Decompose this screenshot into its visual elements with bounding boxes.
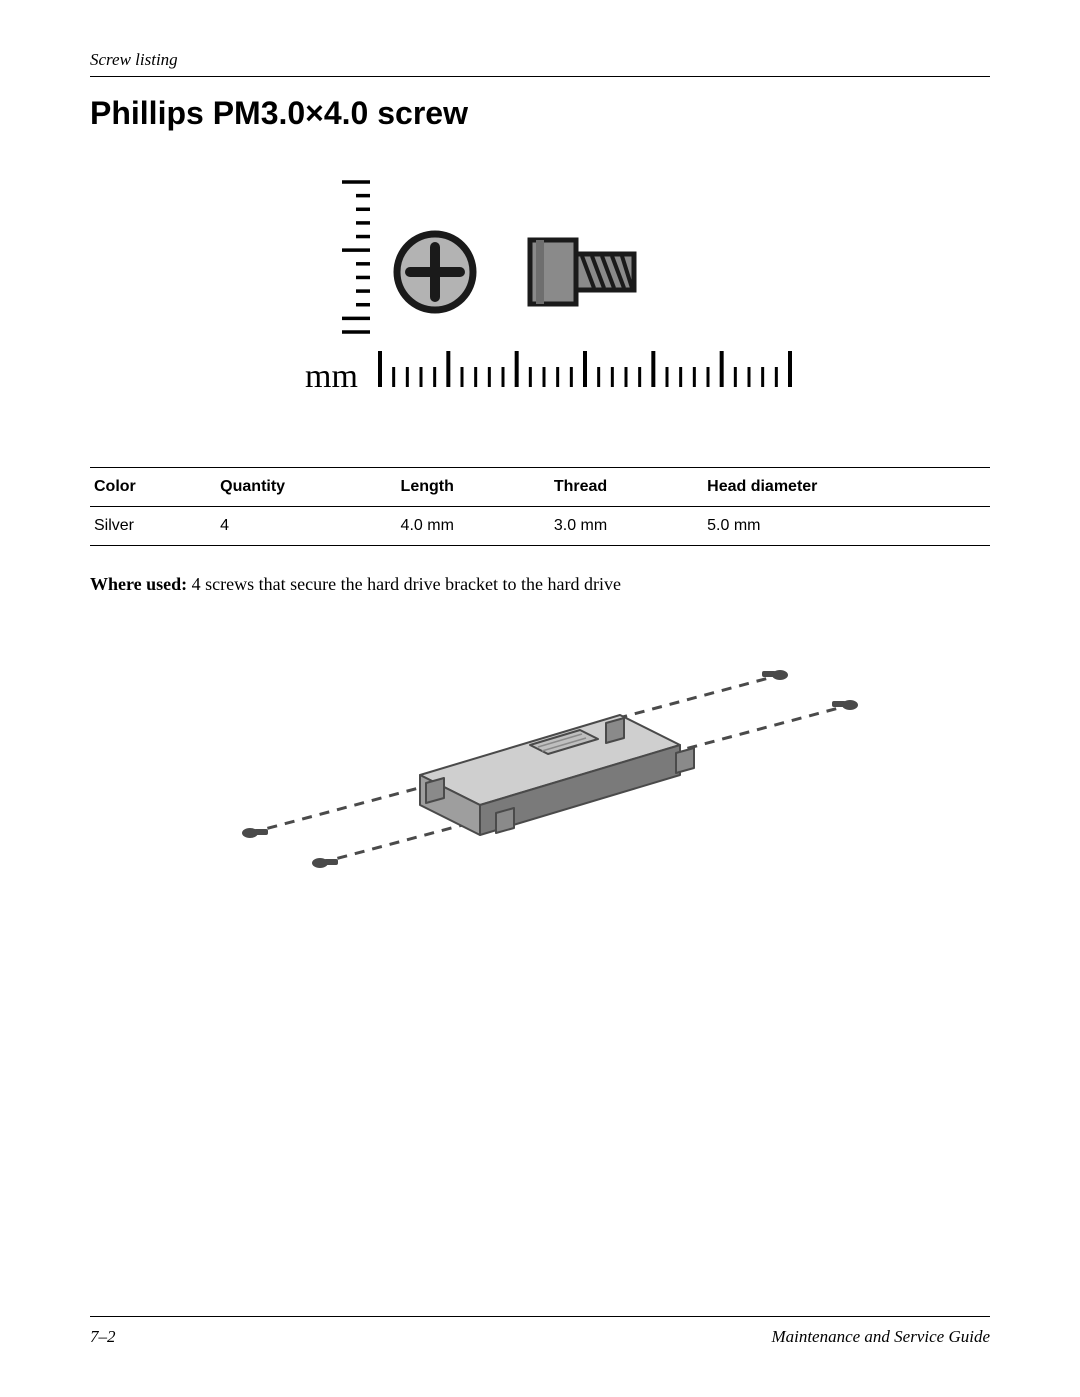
table-cell: Silver [90,507,216,546]
header-rule [90,76,990,77]
table-header-cell: Head diameter [703,468,990,507]
table-header-cell: Quantity [216,468,396,507]
assembly-diagram [90,625,990,890]
screw-ruler-svg: mm [270,162,810,432]
spec-table: ColorQuantityLengthThreadHead diameter S… [90,467,990,546]
table-cell: 5.0 mm [703,507,990,546]
footer-page-number: 7–2 [90,1327,116,1347]
table-header-cell: Thread [550,468,703,507]
table-cell: 3.0 mm [550,507,703,546]
where-used-text: 4 screws that secure the hard drive brac… [187,574,621,594]
where-used-label: Where used: [90,574,187,594]
table-row: Silver44.0 mm3.0 mm5.0 mm [90,507,990,546]
footer-guide-title: Maintenance and Service Guide [771,1327,990,1347]
screw-diagram: mm [90,162,990,437]
mm-label: mm [305,358,358,395]
hard-drive-bracket-svg [200,625,880,885]
section-header: Screw listing [90,50,990,70]
page-title: Phillips PM3.0×4.0 screw [90,95,990,132]
table-header-row: ColorQuantityLengthThreadHead diameter [90,468,990,507]
table-cell: 4.0 mm [397,507,550,546]
page-footer: 7–2 Maintenance and Service Guide [90,1316,990,1347]
footer-rule [90,1316,990,1317]
table-header-cell: Color [90,468,216,507]
where-used: Where used: 4 screws that secure the har… [90,574,990,595]
table-cell: 4 [216,507,396,546]
table-header-cell: Length [397,468,550,507]
